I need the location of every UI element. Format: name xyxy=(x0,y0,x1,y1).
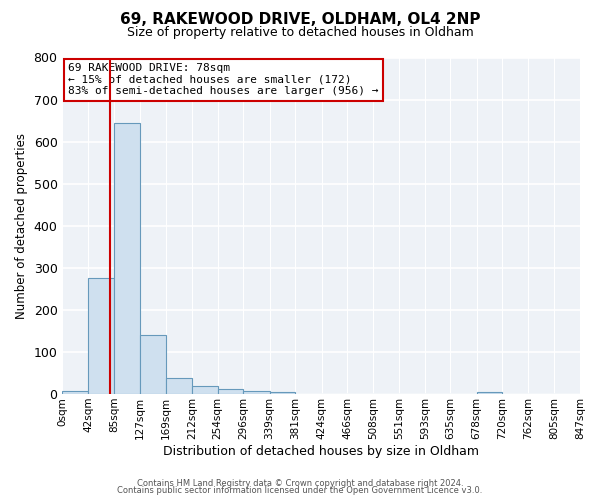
Text: 69, RAKEWOOD DRIVE, OLDHAM, OL4 2NP: 69, RAKEWOOD DRIVE, OLDHAM, OL4 2NP xyxy=(120,12,480,28)
Text: Contains HM Land Registry data © Crown copyright and database right 2024.: Contains HM Land Registry data © Crown c… xyxy=(137,478,463,488)
Bar xyxy=(192,386,218,394)
Bar xyxy=(243,390,269,394)
Bar xyxy=(269,392,295,394)
Bar xyxy=(218,389,243,394)
Y-axis label: Number of detached properties: Number of detached properties xyxy=(15,133,28,319)
X-axis label: Distribution of detached houses by size in Oldham: Distribution of detached houses by size … xyxy=(163,444,479,458)
Bar xyxy=(62,391,88,394)
Bar xyxy=(115,122,140,394)
Bar xyxy=(88,278,115,394)
Text: Size of property relative to detached houses in Oldham: Size of property relative to detached ho… xyxy=(127,26,473,39)
Bar xyxy=(140,335,166,394)
Bar xyxy=(166,378,192,394)
Bar xyxy=(477,392,502,394)
Text: Contains public sector information licensed under the Open Government Licence v3: Contains public sector information licen… xyxy=(118,486,482,495)
Text: 69 RAKEWOOD DRIVE: 78sqm
← 15% of detached houses are smaller (172)
83% of semi-: 69 RAKEWOOD DRIVE: 78sqm ← 15% of detach… xyxy=(68,63,379,96)
